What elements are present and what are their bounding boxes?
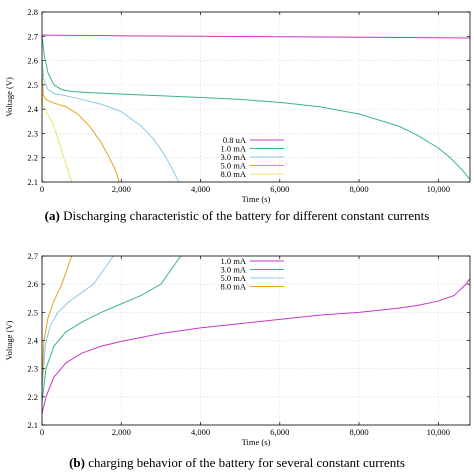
chart-b-xtick-label-5: 10,000: [427, 427, 450, 437]
caption-b-label: (b): [69, 455, 85, 470]
chart-a-ytick-label-7: 2.8: [27, 7, 38, 17]
chart-b-ylabel: Voltage (V): [4, 320, 14, 360]
chart-b-legend-label-3: 8.0 mA: [221, 282, 247, 292]
caption-b-text: charging behavior of the battery for sev…: [88, 455, 405, 470]
chart-a-legend-label-3: 5.0 mA: [221, 161, 247, 171]
chart-b-ytick-label-6: 2.7: [27, 251, 38, 261]
chart-a: 0 2,000 4,000 6,000 8,000 10,000 2.1 2.2 2.3 2.4 2…: [4, 7, 471, 204]
chart-a-ytick-label-0: 2.1: [27, 177, 38, 187]
chart-b-legend-label-1: 3.0 mA: [221, 265, 247, 275]
chart-a-legend-label-1: 1.0 mA: [221, 144, 247, 154]
caption-b: (b) charging behavior of the battery for…: [0, 455, 474, 471]
chart-a-xlabel: Time (s): [242, 194, 271, 204]
chart-a-series-line-4: [42, 79, 73, 182]
caption-a: (a) Discharging characteristic of the ba…: [0, 208, 474, 224]
chart-b-ytick-label-0: 2.1: [27, 420, 38, 430]
chart-a-xtick-label-5: 10,000: [427, 184, 450, 194]
chart-a-legend-label-0: 0.8 uA: [223, 135, 247, 145]
chart-a-ytick-label-3: 2.4: [27, 104, 38, 114]
chart-a-xtick-label-4: 8,000: [349, 184, 368, 194]
chart-b-xtick-label-2: 4,000: [191, 427, 210, 437]
chart-a-legend-label-4: 8.0 mA: [221, 169, 247, 179]
chart-b-legend-label-0: 1.0 mA: [221, 256, 247, 266]
chart-a-series-line-0: [42, 34, 470, 39]
chart-a-frame: [41, 11, 471, 183]
chart-b-ytick-label-3: 2.4: [27, 336, 38, 346]
chart-a-ytick-label-5: 2.6: [27, 56, 38, 66]
chart-a-xtick-label-0: 0: [40, 184, 44, 194]
chart-b-legend-label-2: 5.0 mA: [221, 273, 247, 283]
chart-a-ylabel: Voltage (V): [4, 77, 14, 117]
chart-b-xtick-label-4: 8,000: [349, 427, 368, 437]
chart-b-xtick-label-0: 0: [40, 427, 44, 437]
chart-a-series-line-1: [42, 36, 470, 180]
chart-b-series-line-3: [42, 256, 73, 383]
chart-b-ytick-label-4: 2.5: [27, 307, 38, 317]
chart-a-ytick-label-4: 2.5: [27, 80, 38, 90]
chart-b-ytick-label-1: 2.2: [27, 392, 38, 402]
chart-b-series-line-0: [42, 278, 470, 414]
chart-a-ytick-label-2: 2.3: [27, 128, 38, 138]
caption-a-label: (a): [44, 208, 60, 223]
chart-b-series-line-1: [42, 256, 182, 403]
chart-a-xtick-label-2: 4,000: [191, 184, 210, 194]
chart-a-xtick-label-3: 6,000: [270, 184, 289, 194]
chart-a-legend-label-2: 3.0 mA: [221, 152, 247, 162]
chart-b: 0 2,000 4,000 6,000 8,000 10,000 2.1 2.2 2.3 2.4 2…: [4, 251, 471, 447]
chart-b-ytick-label-2: 2.3: [27, 364, 38, 374]
chart-a-ytick-label-1: 2.2: [27, 153, 38, 163]
chart-b-ytick-label-5: 2.6: [27, 279, 38, 289]
chart-a-series-line-2: [42, 60, 180, 182]
chart-a-series-line-3: [42, 72, 120, 182]
chart-b-xtick-label-1: 2,000: [112, 427, 131, 437]
chart-b-xtick-label-3: 6,000: [270, 427, 289, 437]
caption-a-text: Discharging characteristic of the batter…: [63, 208, 430, 223]
chart-b-xlabel: Time (s): [242, 437, 271, 447]
chart-a-xtick-label-1: 2,000: [112, 184, 131, 194]
chart-a-ytick-label-6: 2.7: [27, 31, 38, 41]
chart-b-series-line-2: [42, 256, 114, 392]
